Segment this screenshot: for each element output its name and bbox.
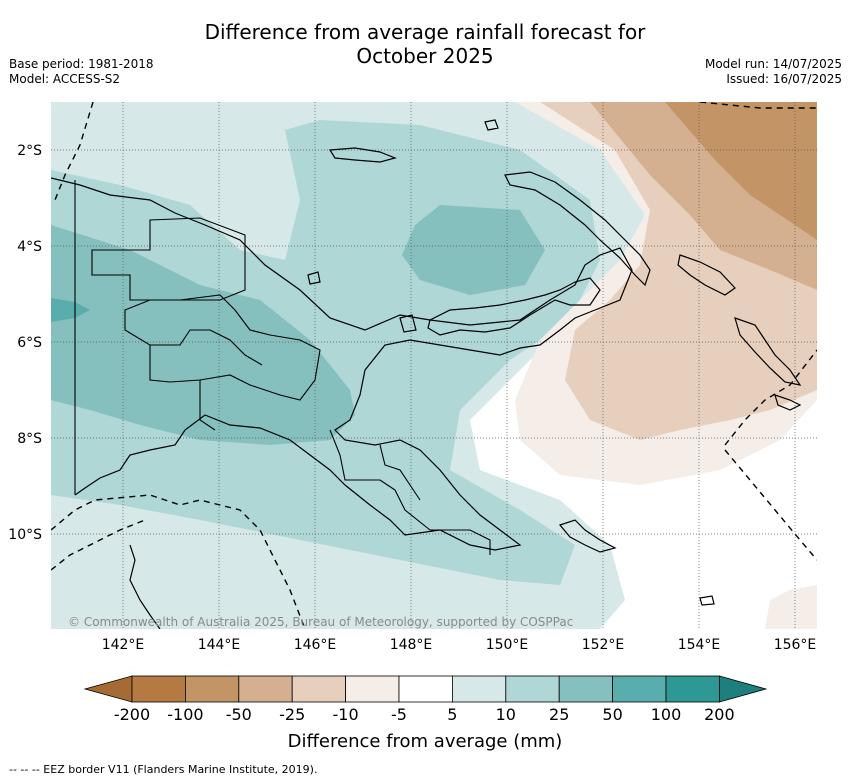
small-island-2 — [307, 271, 321, 285]
colorbar-tick-label: -10 — [333, 705, 359, 724]
copyright-notice: © Commonwealth of Australia 2025, Bureau… — [68, 615, 573, 629]
colorbar-arrow-low — [83, 675, 133, 703]
colorbar-tick-label: 10 — [496, 705, 516, 724]
coastlines — [51, 119, 802, 629]
issued-date: Issued: 16/07/2025 — [726, 72, 842, 86]
lon-label: 148°E — [390, 637, 433, 653]
lon-label: 144°E — [198, 637, 241, 653]
band-25-50 — [51, 225, 355, 445]
model-info: Base period: 1981-2018 Model: ACCESS-S2 — [9, 57, 154, 87]
band-neg-corner — [765, 585, 817, 629]
lat-label: 8°S — [17, 431, 42, 447]
colorbar: -200 -100 -50 -25 -10 -5 5 10 25 50 100 200 — [83, 675, 768, 724]
colorbar-swatch — [665, 675, 720, 703]
colorbar-tick-label: 100 — [651, 705, 682, 724]
colorbar-tick-label: 200 — [704, 705, 735, 724]
colorbar-swatch — [558, 675, 614, 703]
colorbar-swatch — [291, 675, 347, 703]
small-island-1 — [484, 119, 499, 131]
new-guinea-coast — [51, 177, 633, 551]
lon-label: 152°E — [582, 637, 625, 653]
colorbar-tick-label: 25 — [549, 705, 569, 724]
lat-label: 10°S — [8, 527, 42, 543]
louisiade-islands — [558, 519, 617, 553]
colorbar-swatch — [184, 675, 240, 703]
eez-legend-note: -- -- -- EEZ border V11 (Flanders Marine… — [9, 763, 318, 776]
model-name: Model: ACCESS-S2 — [9, 72, 121, 86]
manus-island — [328, 147, 397, 163]
colorbar-swatch — [131, 675, 186, 703]
colorbar-tick-label: -50 — [226, 705, 252, 724]
lat-label: 2°S — [17, 143, 42, 159]
colorbar-swatch — [612, 675, 667, 703]
colorbar-swatch — [505, 675, 560, 703]
small-island-3 — [399, 314, 417, 333]
map-canvas: © Commonwealth of Australia 2025, Bureau… — [51, 102, 817, 629]
band-25-50-north — [402, 205, 545, 295]
colorbar-tick-label: 50 — [602, 705, 622, 724]
colorbar-tick-label: -200 — [114, 705, 150, 724]
colorbar-swatch — [345, 675, 400, 703]
cape-york — [129, 544, 161, 629]
base-period: Base period: 1981-2018 — [9, 57, 154, 71]
lon-label: 146°E — [294, 637, 337, 653]
new-georgia — [774, 394, 802, 411]
gridlines — [51, 102, 817, 629]
colorbar-arrow-high — [719, 675, 768, 703]
small-island-4 — [699, 595, 715, 606]
longitude-labels: 142°E 144°E 146°E 148°E 150°E 152°E 154°… — [102, 637, 817, 653]
colorbar-tick-label: -100 — [167, 705, 203, 724]
lon-label: 150°E — [486, 637, 529, 653]
colorbar-tick-label: 5 — [447, 705, 457, 724]
colorbar-swatch — [238, 675, 293, 703]
lat-label: 4°S — [17, 239, 42, 255]
lon-label: 154°E — [678, 637, 721, 653]
run-info: Model run: 14/07/2025 Issued: 16/07/2025 — [705, 57, 842, 87]
model-run-date: Model run: 14/07/2025 — [704, 57, 842, 71]
latitude-labels: 2°S 4°S 6°S 8°S 10°S — [8, 143, 42, 543]
colorbar-swatch — [398, 675, 453, 703]
map-title: Difference from average rainfall forecas… — [0, 20, 850, 68]
band-neg-50-100 — [665, 102, 817, 240]
new-britain-coast — [427, 277, 601, 336]
solomon-islands — [734, 317, 802, 386]
colorbar-title: Difference from average (mm) — [287, 731, 563, 752]
lat-label: 6°S — [17, 335, 42, 351]
colorbar-swatch — [451, 675, 507, 703]
colorbar-tick-label: -5 — [391, 705, 407, 724]
lon-label: 156°E — [774, 637, 817, 653]
province-borders — [74, 180, 491, 555]
eez-border — [51, 102, 817, 629]
title-line-1: Difference from average rainfall forecas… — [204, 20, 646, 44]
band-50-100 — [51, 298, 90, 322]
new-ireland-coast — [504, 171, 651, 287]
lon-label: 142°E — [102, 637, 145, 653]
bougainville — [677, 254, 736, 296]
colorbar-tick-label: -25 — [279, 705, 305, 724]
title-line-2: October 2025 — [356, 44, 494, 68]
